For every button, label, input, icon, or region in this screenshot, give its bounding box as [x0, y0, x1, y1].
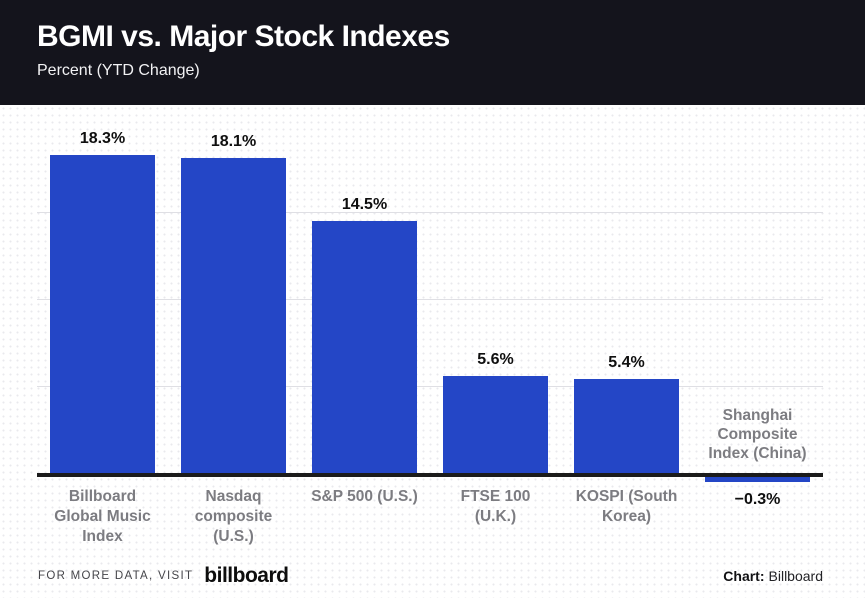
gridline-10pct — [37, 299, 823, 300]
footer: FOR MORE DATA, VISIT billboard Chart: Bil… — [0, 557, 865, 598]
category-label-line: Composite — [717, 426, 798, 443]
bar-3 — [312, 221, 417, 473]
category-label-line: S&P 500 (U.S.) — [311, 488, 418, 505]
bar-1 — [50, 155, 155, 473]
category-label-line: Korea) — [601, 508, 652, 525]
value-label-3: 14.5% — [341, 196, 388, 213]
category-label-line: Index (China) — [708, 445, 807, 462]
category-label-1: Billboard Global Music Index — [25, 487, 181, 547]
category-label-3: S&P 500 (U.S.) — [287, 487, 443, 507]
bar-4 — [443, 376, 548, 473]
gridline-5pct — [37, 386, 823, 387]
category-label-line: Nasdaq — [205, 488, 262, 505]
chart-body: 18.3% Billboard Global Music Index 18.1% Nasd… — [0, 105, 865, 598]
value-label-1: 18.3% — [79, 130, 126, 147]
category-label-line: (U.S.) — [213, 528, 254, 545]
bar-6 — [705, 477, 810, 482]
chart-title: BGMI vs. Major Stock Indexes — [37, 20, 450, 53]
category-label-line: KOSPI (South — [575, 488, 678, 505]
category-label-line: Global Music — [54, 508, 151, 525]
chart-subtitle: Percent (YTD Change) — [37, 62, 200, 79]
category-label-line: Index — [82, 528, 123, 545]
category-label-line: Shanghai — [722, 407, 793, 424]
billboard-logo: billboard — [204, 564, 289, 587]
x-axis-line — [37, 473, 823, 477]
header: BGMI vs. Major Stock Indexes Percent (YT… — [0, 0, 865, 105]
footer-note: FOR MORE DATA, VISIT — [38, 569, 194, 582]
chart-credit: Chart: Billboard — [723, 568, 823, 584]
value-label-6: −0.3% — [734, 491, 781, 508]
category-label-5: KOSPI (South Korea) — [549, 487, 705, 527]
category-label-line: Billboard — [68, 488, 137, 505]
gridline-15pct — [37, 212, 823, 213]
category-label-6: Shanghai Composite Index (China) — [680, 406, 836, 463]
footer-left: FOR MORE DATA, VISIT billboard — [38, 564, 289, 587]
value-label-4: 5.6% — [477, 351, 514, 368]
category-label-2: Nasdaq composite (U.S.) — [156, 487, 312, 547]
credit-label: Chart: — [723, 567, 765, 584]
bar-chart: 18.3% Billboard Global Music Index 18.1% Nasd… — [0, 105, 865, 557]
credit-value: Billboard — [768, 567, 823, 584]
bar-5 — [574, 379, 679, 473]
category-label-line: (U.K.) — [474, 508, 517, 525]
bar-2 — [181, 158, 286, 473]
value-label-2: 18.1% — [210, 133, 257, 150]
category-label-line: FTSE 100 — [460, 488, 531, 505]
category-label-4: FTSE 100 (U.K.) — [418, 487, 574, 527]
value-label-5: 5.4% — [608, 354, 645, 371]
category-label-line: composite — [194, 508, 273, 525]
